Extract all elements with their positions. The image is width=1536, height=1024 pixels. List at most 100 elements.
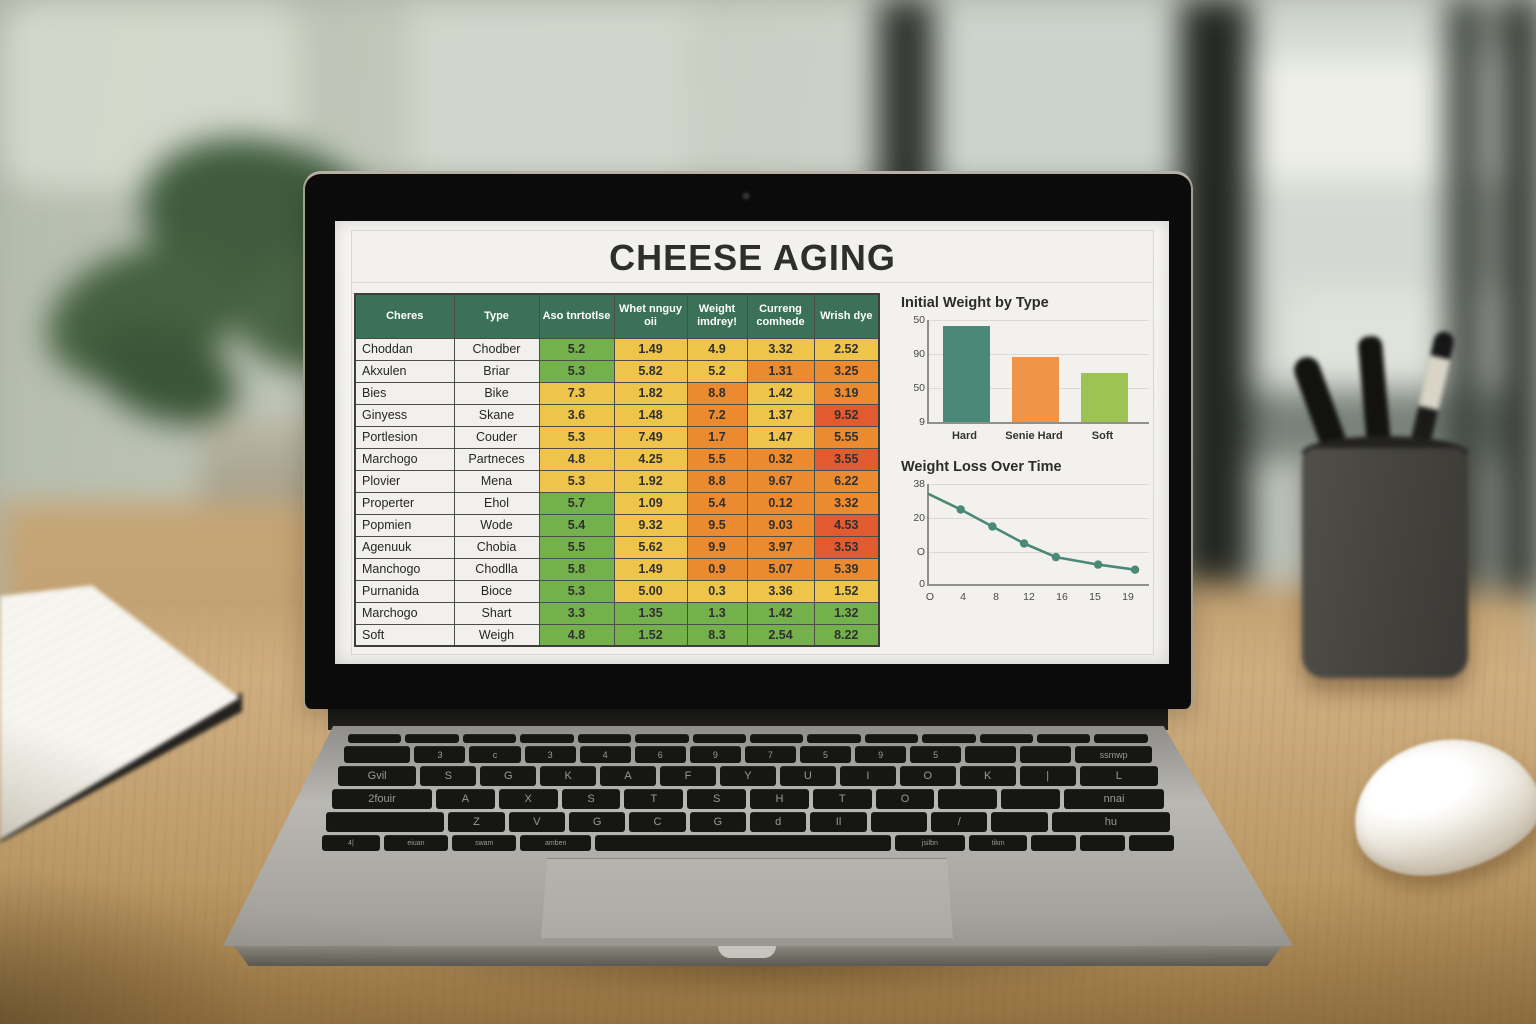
y-axis-tick: 0 bbox=[919, 578, 925, 590]
cheese-type-cell: Mena bbox=[453, 469, 540, 493]
keyboard-key bbox=[870, 812, 928, 832]
value-cell: 3.53 bbox=[813, 535, 880, 559]
gridline bbox=[929, 552, 1149, 553]
keyboard-key bbox=[991, 812, 1048, 832]
keyboard-key: T bbox=[624, 789, 684, 809]
cheese-name-cell: Bies bbox=[354, 381, 455, 405]
notebook-pages bbox=[0, 585, 240, 840]
x-axis-tick: 8 bbox=[993, 591, 999, 603]
y-axis-tick: O bbox=[916, 546, 925, 558]
table-row: Properter Ehol 5.7 1.09 5.4 0.12 3.32 bbox=[354, 491, 880, 515]
keyboard-key bbox=[1001, 789, 1061, 809]
value-cell: 3.55 bbox=[813, 447, 880, 471]
value-cell: 5.07 bbox=[746, 557, 815, 581]
keyboard-key: 2fouir bbox=[332, 789, 432, 809]
y-axis-tick: 20 bbox=[913, 512, 925, 524]
bar bbox=[1012, 356, 1059, 422]
column-header: Cheres bbox=[354, 293, 455, 339]
cheese-name-cell: Purnanida bbox=[354, 579, 455, 603]
keyboard-key: S bbox=[420, 766, 477, 786]
value-cell: 5.3 bbox=[538, 579, 615, 603]
keyboard-key: K bbox=[959, 766, 1016, 786]
keyboard-key bbox=[864, 734, 919, 743]
cheese-name-cell: Plovier bbox=[354, 469, 455, 493]
bar bbox=[943, 326, 990, 422]
value-cell: 9.5 bbox=[686, 513, 748, 537]
value-cell: 4.8 bbox=[538, 623, 615, 647]
x-axis-label: Soft bbox=[1091, 430, 1114, 442]
keyboard-key: X bbox=[498, 789, 558, 809]
table-header-row: Cheres Type Aso tnrtotlse Whet nnguy oii… bbox=[354, 293, 880, 339]
value-cell: 9.03 bbox=[746, 513, 815, 537]
cheese-name-cell: Ginyess bbox=[354, 403, 455, 427]
laptop-lid: CHEESE AGING Cheres Type Aso tnrtotlse W… bbox=[303, 171, 1193, 709]
column-header: Wrish dye bbox=[813, 293, 880, 339]
keyboard-key: Gvil bbox=[338, 766, 417, 786]
line-chart-title: Weight Loss Over Time bbox=[901, 459, 1062, 475]
cheese-name-cell: Marchogo bbox=[354, 601, 455, 625]
gridline bbox=[929, 484, 1149, 485]
keyboard-key: U bbox=[779, 766, 836, 786]
webcam-icon bbox=[743, 193, 749, 199]
cheese-name-cell: Choddan bbox=[354, 337, 455, 361]
page-title: CHEESE AGING bbox=[352, 231, 1153, 283]
table-row: Purnanida Bioce 5.3 5.00 0.3 3.36 1.52 bbox=[354, 579, 880, 603]
keyboard-key bbox=[979, 734, 1034, 743]
keyboard-key: H bbox=[750, 789, 809, 809]
keyboard-key: eiuan bbox=[383, 835, 449, 851]
keyboard-key bbox=[938, 789, 998, 809]
value-cell: 5.3 bbox=[538, 425, 615, 449]
keyboard-key: O bbox=[875, 789, 935, 809]
cheese-type-cell: Weigh bbox=[453, 623, 540, 647]
value-cell: 8.3 bbox=[686, 623, 748, 647]
y-axis-tick: 90 bbox=[913, 348, 925, 360]
value-cell: 4.8 bbox=[538, 447, 615, 471]
value-cell: 5.62 bbox=[613, 535, 688, 559]
table-row: Choddan Chodber 5.2 1.49 4.9 3.32 2.52 bbox=[354, 337, 880, 361]
cheese-name-cell: Manchogo bbox=[354, 557, 455, 581]
column-header: Type bbox=[453, 293, 540, 339]
x-axis-label: Hard bbox=[951, 430, 978, 442]
keyboard: 3 c 3 4 6 9 7 5 9 5 ssmwp Gvil S G K A F Y U I O K | L 2fouir A X S… bbox=[322, 734, 1174, 851]
value-cell: 5.39 bbox=[813, 557, 880, 581]
value-cell: 3.25 bbox=[813, 359, 880, 383]
keyboard-key bbox=[405, 734, 459, 743]
keyboard-key bbox=[1037, 734, 1091, 743]
keyboard-key bbox=[1129, 835, 1174, 851]
keyboard-key: G bbox=[569, 812, 626, 832]
value-cell: 1.47 bbox=[746, 425, 815, 449]
keyboard-key: F bbox=[660, 766, 716, 786]
pen-cup-body bbox=[1302, 448, 1468, 678]
keyboard-key: 5 bbox=[910, 746, 962, 763]
trackpad bbox=[541, 858, 953, 938]
value-cell: 5.5 bbox=[538, 535, 615, 559]
keyboard-key bbox=[595, 835, 891, 851]
column-header: Weight imdrey! bbox=[686, 293, 748, 339]
value-cell: 1.42 bbox=[746, 381, 815, 405]
keyboard-key bbox=[807, 734, 861, 743]
value-cell: 5.55 bbox=[813, 425, 880, 449]
column-header: Aso tnrtotlse bbox=[538, 293, 615, 339]
keyboard-key: | bbox=[1019, 766, 1076, 786]
value-cell: 1.48 bbox=[613, 403, 688, 427]
cheese-type-cell: Chodber bbox=[453, 337, 540, 361]
value-cell: 5.4 bbox=[686, 491, 748, 515]
keyboard-key bbox=[1094, 734, 1148, 743]
table-row: Marchogo Shart 3.3 1.35 1.3 1.42 1.32 bbox=[354, 601, 880, 625]
value-cell: 3.19 bbox=[813, 381, 880, 405]
bar-chart: Initial Weight by Type 50 90 50 9 bbox=[901, 295, 1151, 444]
column-header: Curreng comhede bbox=[746, 293, 815, 339]
value-cell: 5.4 bbox=[538, 513, 615, 537]
keyboard-key: I bbox=[839, 766, 896, 786]
y-axis-tick: 38 bbox=[913, 478, 925, 490]
keyboard-key: G bbox=[480, 766, 537, 786]
cheese-type-cell: Bike bbox=[453, 381, 540, 405]
y-axis-tick: 50 bbox=[913, 382, 925, 394]
keyboard-key: G bbox=[689, 812, 747, 832]
keyboard-key bbox=[965, 746, 1017, 763]
keyboard-key: swam bbox=[452, 835, 517, 851]
line-chart-plot: 38 20 O 0 bbox=[913, 478, 1149, 590]
keyboard-key: tikm bbox=[969, 835, 1028, 851]
cheese-type-cell: Briar bbox=[453, 359, 540, 383]
